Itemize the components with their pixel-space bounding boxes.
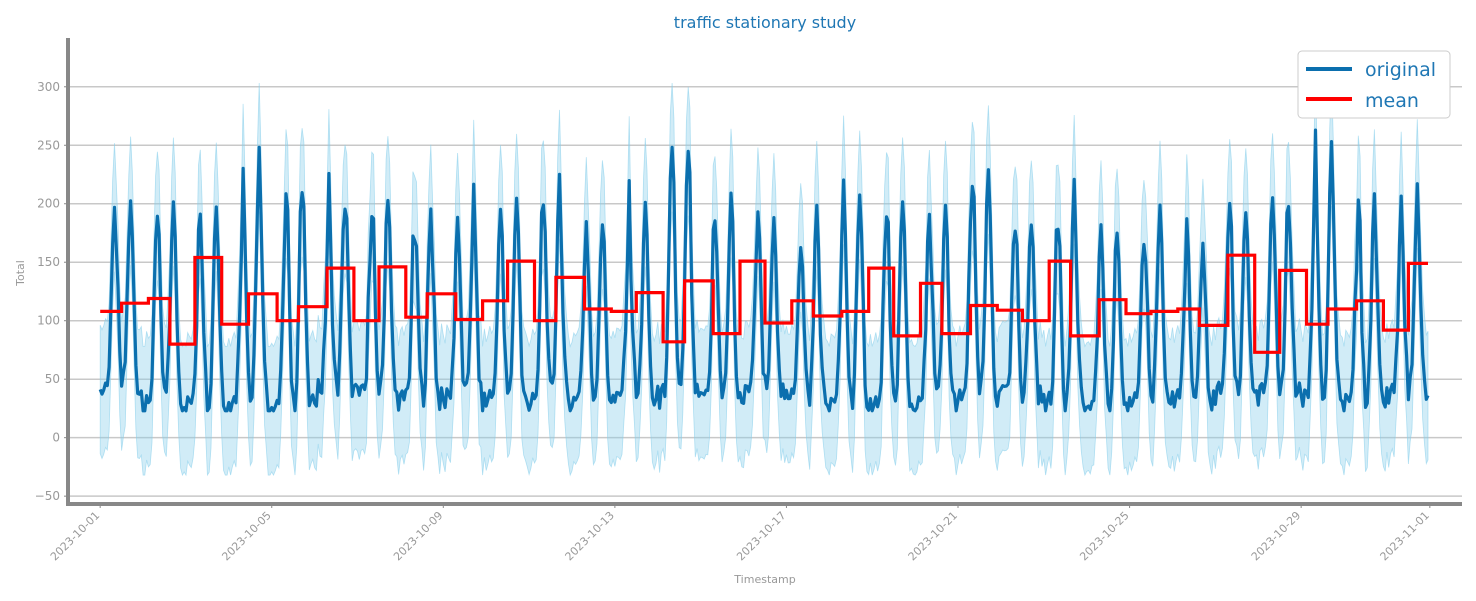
x-tick-label: 2023-10-13 [563, 509, 617, 563]
y-tick-label: 200 [37, 197, 60, 211]
legend-label-mean: mean [1365, 90, 1419, 112]
x-tick-label: 2023-10-17 [734, 509, 788, 563]
y-tick-label: 50 [45, 372, 60, 386]
series-original-line [98, 128, 1430, 413]
y-tick-label: −50 [35, 489, 60, 503]
x-tick-label: 2023-10-25 [1077, 509, 1131, 563]
y-tick-label: 0 [52, 431, 60, 445]
x-tick-label: 2023-10-29 [1249, 509, 1303, 563]
y-ticks: −50 0 50 100 150 200 250 300 [35, 80, 68, 503]
chart-title: traffic stationary study [674, 13, 856, 32]
series-mean-line [100, 253, 1428, 354]
x-tick-label: 2023-10-09 [391, 509, 445, 563]
y-tick-label: 250 [37, 138, 60, 152]
x-tick-label: 2023-10-05 [219, 509, 273, 563]
y-tick-label: 300 [37, 80, 60, 94]
x-tick-label: 2023-10-01 [48, 509, 102, 563]
y-tick-label: 150 [37, 255, 60, 269]
series-layer [98, 128, 1430, 413]
x-ticks: 2023-10-01 2023-10-05 2023-10-09 2023-10-13… [48, 504, 1432, 563]
axes [66, 38, 1462, 506]
y-tick-label: 100 [37, 314, 60, 328]
legend: original mean [1297, 50, 1451, 119]
legend-label-original: original [1365, 59, 1436, 81]
x-tick-label: 2023-11-01 [1378, 509, 1432, 563]
x-axis-label: Timestamp [733, 573, 795, 586]
y-axis-label: Total [14, 260, 27, 287]
x-tick-label: 2023-10-21 [906, 509, 960, 563]
